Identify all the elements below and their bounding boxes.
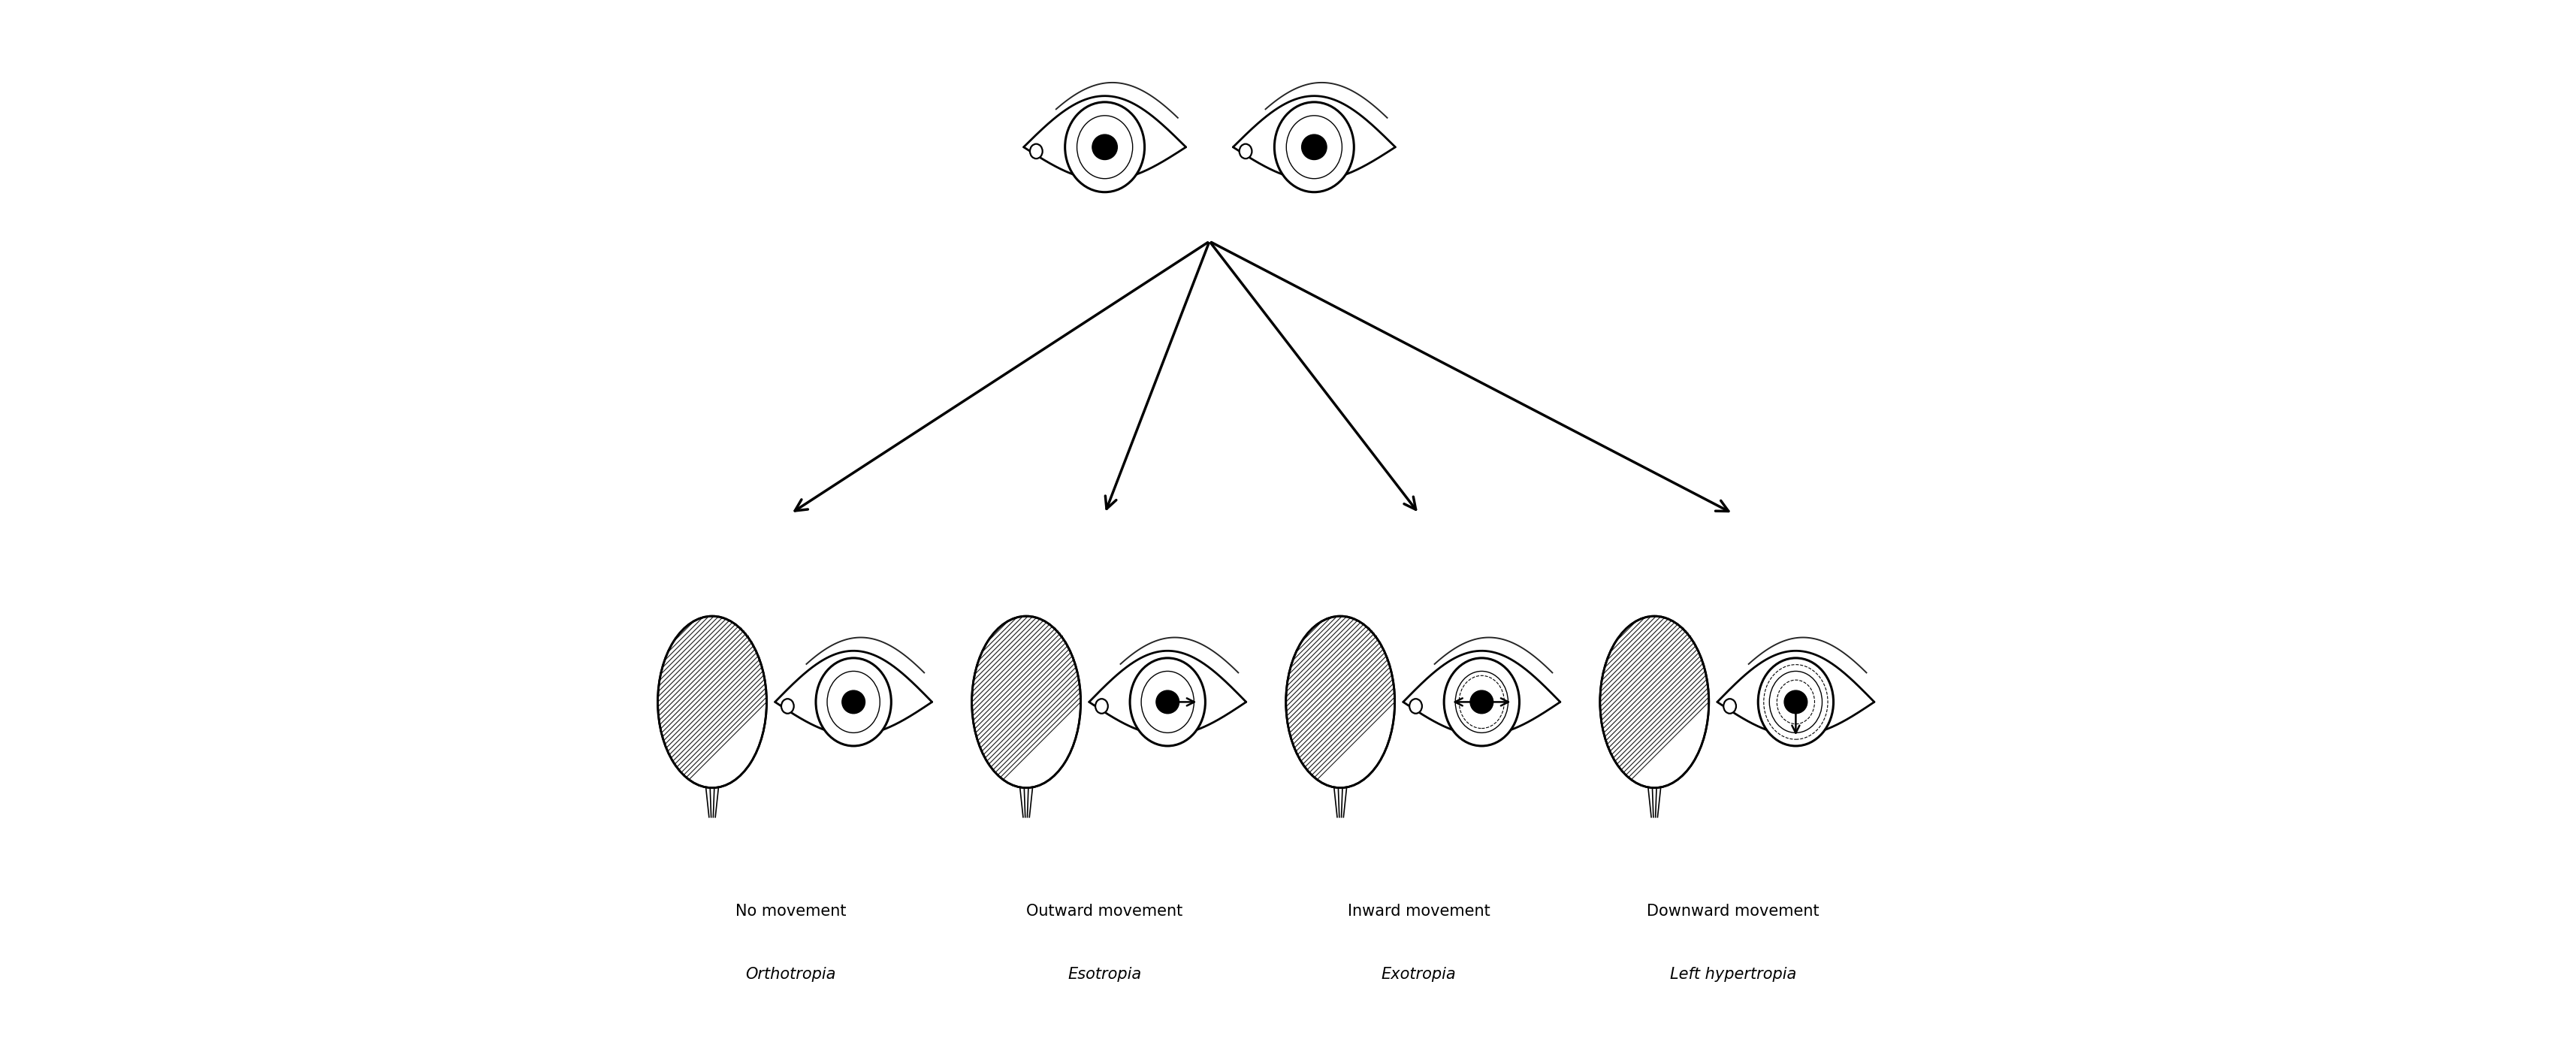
Circle shape: [1471, 691, 1494, 714]
Ellipse shape: [1064, 102, 1144, 192]
Text: Outward movement: Outward movement: [1028, 903, 1182, 919]
Circle shape: [1301, 134, 1327, 159]
Text: No movement: No movement: [734, 903, 845, 919]
Text: Left hypertropia: Left hypertropia: [1669, 966, 1795, 982]
Ellipse shape: [1285, 616, 1394, 788]
Polygon shape: [1090, 651, 1247, 736]
Ellipse shape: [817, 658, 891, 746]
Polygon shape: [1023, 96, 1185, 180]
Ellipse shape: [1239, 144, 1252, 158]
Text: Exotropia: Exotropia: [1381, 966, 1455, 982]
Polygon shape: [775, 651, 933, 736]
Circle shape: [1157, 691, 1180, 714]
Text: Downward movement: Downward movement: [1646, 903, 1819, 919]
Polygon shape: [1718, 651, 1875, 736]
Circle shape: [842, 691, 866, 714]
Ellipse shape: [1723, 699, 1736, 714]
Ellipse shape: [1030, 144, 1043, 158]
Polygon shape: [1404, 651, 1561, 736]
Ellipse shape: [971, 616, 1082, 788]
Circle shape: [1785, 691, 1808, 714]
Ellipse shape: [1600, 616, 1708, 788]
Ellipse shape: [657, 616, 768, 788]
Polygon shape: [1234, 96, 1396, 180]
Ellipse shape: [1757, 658, 1834, 746]
Ellipse shape: [1409, 699, 1422, 714]
Text: Orthotropia: Orthotropia: [744, 966, 837, 982]
Circle shape: [1092, 134, 1118, 159]
Text: Inward movement: Inward movement: [1347, 903, 1489, 919]
Ellipse shape: [1095, 699, 1108, 714]
Ellipse shape: [1131, 658, 1206, 746]
Ellipse shape: [1275, 102, 1355, 192]
Text: Esotropia: Esotropia: [1069, 966, 1141, 982]
Ellipse shape: [781, 699, 793, 714]
Ellipse shape: [1445, 658, 1520, 746]
